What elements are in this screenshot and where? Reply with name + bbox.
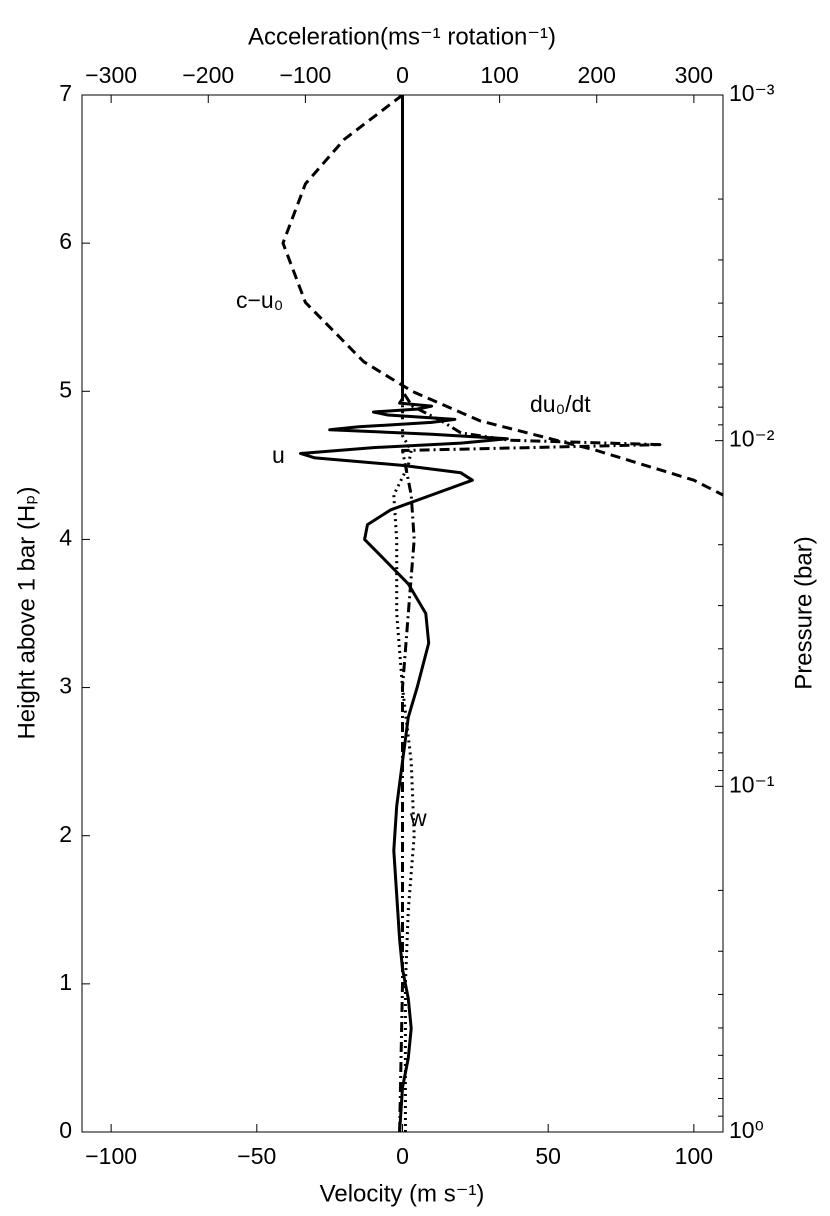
x-tick-label: −100 [85,1143,137,1169]
series-label: w [409,805,427,831]
y2-tick-label: 10⁰ [729,1117,764,1143]
y-tick-label: 3 [59,673,72,699]
y-tick-label: 2 [59,821,72,847]
y-tick-label: 0 [59,1117,72,1143]
y-tick-label: 7 [59,80,72,106]
series-line [281,95,723,497]
y2-axis-label: Pressure (bar) [790,536,817,689]
y-tick-label: 5 [59,376,72,402]
series-label: u [272,442,285,468]
x2-tick-label: 200 [578,62,616,88]
y-axis-label: Height above 1 bar (Hₚ) [13,486,40,739]
y2-tick-label: 10⁻² [729,426,775,452]
y-tick-label: 1 [59,969,72,995]
x2-axis-label: Acceleration(ms⁻¹ rotation⁻¹) [248,23,556,50]
x-axis-label: Velocity (m s⁻¹) [320,1180,485,1207]
y2-tick-label: 10⁻³ [729,80,775,106]
x-tick-label: 100 [675,1143,713,1169]
x2-tick-label: 100 [480,62,518,88]
x-tick-label: −50 [237,1143,276,1169]
y-tick-label: 6 [59,228,72,254]
x2-tick-label: 0 [396,62,409,88]
series-line [398,95,662,1132]
series-label: du₀/dt [530,391,591,417]
series-line [392,95,416,1132]
x2-tick-label: −200 [182,62,234,88]
series-label: c−u₀ [236,287,283,313]
x2-tick-label: 300 [675,62,713,88]
y2-tick-label: 10⁻¹ [729,771,775,797]
x2-tick-label: −300 [85,62,137,88]
series-line [299,95,509,1132]
y-tick-label: 4 [59,525,72,551]
x-tick-label: 0 [396,1143,409,1169]
x-tick-label: 50 [535,1143,561,1169]
x2-tick-label: −100 [279,62,331,88]
